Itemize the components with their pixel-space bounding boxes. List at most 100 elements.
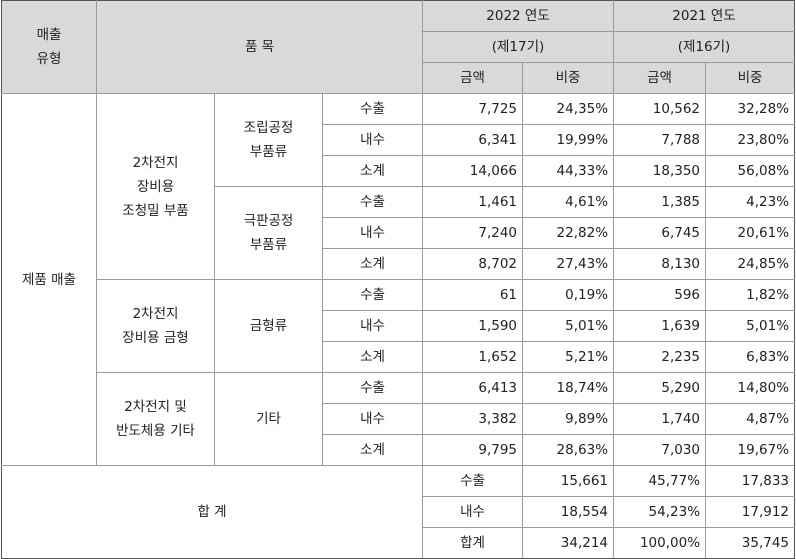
amount-2021-cell: 7,788 xyxy=(613,124,707,156)
ratio-2022-cell: 9,89% xyxy=(522,403,615,435)
table-row: 내수 1,590 5,01% 1,639 5,01% xyxy=(2,310,796,342)
table-row: 소계 8,702 27,43% 8,130 24,85% xyxy=(2,248,796,280)
amount-2022-cell: 6,341 xyxy=(422,124,524,156)
amount-2021-cell: 1,639 xyxy=(613,310,707,342)
amount-2021-cell: 18,350 xyxy=(613,155,707,187)
amount-2022-cell: 3,382 xyxy=(422,403,524,435)
amount-2021-cell: 5,290 xyxy=(613,372,707,404)
table-row: 제품 매출 2차전지 장비용 조청밀 부품 조립공정 부품류 수출 7,725 24,35… xyxy=(1,93,796,466)
header-year-2021: 2021 연도 xyxy=(613,0,796,32)
row-kind-cell: 내수 xyxy=(321,403,424,435)
ratio-2021-cell: 6,83% xyxy=(705,341,796,373)
header-amount-2022: 금액 xyxy=(422,62,524,94)
amount-2022-cell: 61 xyxy=(422,279,524,311)
ratio-2022-cell: 24,35% xyxy=(522,93,615,125)
amount-2021-cell: 596 xyxy=(613,279,707,311)
ratio-2022-cell: 22,82% xyxy=(522,217,615,249)
amount-2022-cell: 1,652 xyxy=(422,341,524,373)
row-kind-cell: 소계 xyxy=(321,434,424,466)
ratio-2021-cell: 23,80% xyxy=(705,124,796,156)
ratio-2022-cell: 5,01% xyxy=(522,310,615,342)
table-row: 내수 7,240 22,82% 6,745 20,61% xyxy=(2,217,796,249)
table-row: 소계 9,795 28,63% 7,030 19,67% xyxy=(2,434,796,466)
amount-2021-cell: 1,385 xyxy=(613,186,707,218)
table-row: 소계 1,652 5,21% 2,235 6,83% xyxy=(2,341,796,373)
header-period-2021: (제16기) xyxy=(613,31,796,63)
row-kind-cell: 내수 xyxy=(422,496,524,528)
amount-2022-cell: 9,795 xyxy=(422,434,524,466)
ratio-2021-cell: 5,01% xyxy=(705,310,796,342)
ratio-2022-cell: 44,33% xyxy=(522,155,615,187)
row-kind-cell: 내수 xyxy=(321,217,424,249)
amount-2022-cell: 6,413 xyxy=(422,372,524,404)
ratio-2022-cell: 0,19% xyxy=(522,279,615,311)
amount-2022-cell: 1,590 xyxy=(422,310,524,342)
amount-2021-cell: 17,912 xyxy=(705,496,796,528)
ratio-2022-cell: 18,74% xyxy=(522,372,615,404)
ratio-2021-cell: 4,23% xyxy=(705,186,796,218)
amount-2021-cell: 7,030 xyxy=(613,434,707,466)
ratio-2021-cell: 4,87% xyxy=(705,403,796,435)
ratio-2022-cell: 5,21% xyxy=(522,341,615,373)
row-kind-cell: 수출 xyxy=(321,372,424,404)
amount-2022-cell: 15,661 xyxy=(522,465,615,497)
header-year-2022: 2022 연도 xyxy=(422,0,615,32)
amount-2022-cell: 34,214 xyxy=(522,527,615,559)
ratio-2021-cell: 24,85% xyxy=(705,248,796,280)
row-kind-cell: 소계 xyxy=(321,155,424,187)
amount-2022-cell: 7,725 xyxy=(422,93,524,125)
row-kind-cell: 수출 xyxy=(321,93,424,125)
ratio-2021-cell: 1,82% xyxy=(705,279,796,311)
ratio-2021-cell: 14,80% xyxy=(705,372,796,404)
amount-2021-cell: 10,562 xyxy=(613,93,707,125)
header-ratio-2021: 비중 xyxy=(705,62,796,94)
row-kind-cell: 내수 xyxy=(321,124,424,156)
product-subgroup-cell: 기타 xyxy=(214,372,323,466)
product-sales-cell: 제품 매출 xyxy=(1,93,97,466)
ratio-2022-cell: 19,99% xyxy=(522,124,615,156)
ratio-2022-cell: 100,00% xyxy=(613,527,707,559)
header-item: 품 목 xyxy=(95,0,424,94)
amount-2022-cell: 1,461 xyxy=(422,186,524,218)
product-group-cell: 2차전지 장비용 조청밀 부품 xyxy=(96,93,215,280)
table-row: 2차전지 및 반도체용 기타 기타 수출 6,413 18,74% 5,290 14,80% xyxy=(2,372,796,466)
ratio-2021-cell: 32,28% xyxy=(705,93,796,125)
amount-2021-cell: 2,235 xyxy=(613,341,707,373)
row-kind-cell: 소계 xyxy=(321,248,424,280)
amount-2022-cell: 8,702 xyxy=(422,248,524,280)
header-amount-2021: 금액 xyxy=(613,62,707,94)
ratio-2022-cell: 27,43% xyxy=(522,248,615,280)
product-group-cell: 2차전지 장비용 금형 xyxy=(96,279,215,373)
table-body: 제품 매출 2차전지 장비용 조청밀 부품 조립공정 부품류 수출 7,725 24,35… xyxy=(0,93,796,559)
row-kind-cell: 수출 xyxy=(422,465,524,497)
amount-2021-cell: 1,740 xyxy=(613,403,707,435)
ratio-2022-cell: 28,63% xyxy=(522,434,615,466)
grand-total-label: 합 계 xyxy=(0,465,424,559)
amount-2021-cell: 6,745 xyxy=(613,217,707,249)
amount-2022-cell: 7,240 xyxy=(422,217,524,249)
table-row: 2차전지 장비용 금형 금형류 수출 61 0,19% 596 1,82% xyxy=(2,279,796,373)
row-kind-cell: 내수 xyxy=(321,310,424,342)
row-kind-cell: 수출 xyxy=(321,186,424,218)
header-period-2022: (제17기) xyxy=(422,31,615,63)
row-kind-cell: 합계 xyxy=(422,527,524,559)
amount-2022-cell: 14,066 xyxy=(422,155,524,187)
product-subgroup-cell: 극판공정 부품류 xyxy=(214,186,323,280)
table-row: 소계 14,066 44,33% 18,350 56,08% xyxy=(2,155,796,187)
row-kind-cell: 수출 xyxy=(321,279,424,311)
ratio-2022-cell: 4,61% xyxy=(522,186,615,218)
product-subgroup-cell: 조립공정 부품류 xyxy=(214,93,323,187)
ratio-2021-cell: 56,08% xyxy=(705,155,796,187)
amount-2021-cell: 8,130 xyxy=(613,248,707,280)
ratio-2021-cell: 19,67% xyxy=(705,434,796,466)
amount-2022-cell: 18,554 xyxy=(522,496,615,528)
header-sales-type: 매출 유형 xyxy=(1,0,97,94)
amount-2021-cell: 17,833 xyxy=(705,465,796,497)
amount-2021-cell: 35,745 xyxy=(705,527,796,559)
product-group-cell: 2차전지 및 반도체용 기타 xyxy=(96,372,215,466)
row-kind-cell: 소계 xyxy=(321,341,424,373)
